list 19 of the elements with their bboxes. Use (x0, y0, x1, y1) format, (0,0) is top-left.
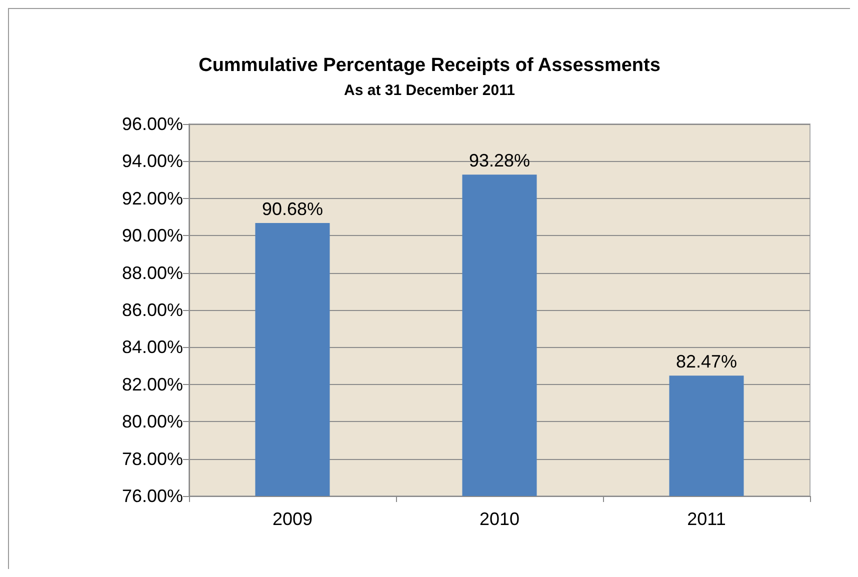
y-tick-label: 96.00% (122, 114, 183, 134)
data-label: 82.47% (676, 352, 738, 372)
y-tick-label: 82.00% (122, 374, 183, 394)
chart-title: Cummulative Percentage Receipts of Assessments (198, 55, 660, 76)
y-tick-label: 92.00% (122, 188, 183, 208)
x-tick-label: 2011 (687, 509, 726, 529)
data-label: 93.28% (468, 150, 530, 171)
y-tick-label: 78.00% (122, 448, 183, 469)
y-tick-label: 90.00% (122, 226, 183, 246)
x-tick-label: 2010 (479, 509, 520, 529)
y-tick-label: 80.00% (122, 412, 183, 432)
y-tick-label: 84.00% (122, 337, 183, 358)
x-tick-label: 2009 (272, 509, 313, 529)
data-label: 90.68% (262, 198, 324, 219)
y-tick-label: 86.00% (122, 300, 183, 320)
y-tick-label: 94.00% (122, 151, 183, 172)
y-tick-label: 76.00% (122, 486, 183, 506)
chart-subtitle: As at 31 December 2011 (344, 82, 515, 99)
y-tick-label: 88.00% (122, 262, 183, 283)
